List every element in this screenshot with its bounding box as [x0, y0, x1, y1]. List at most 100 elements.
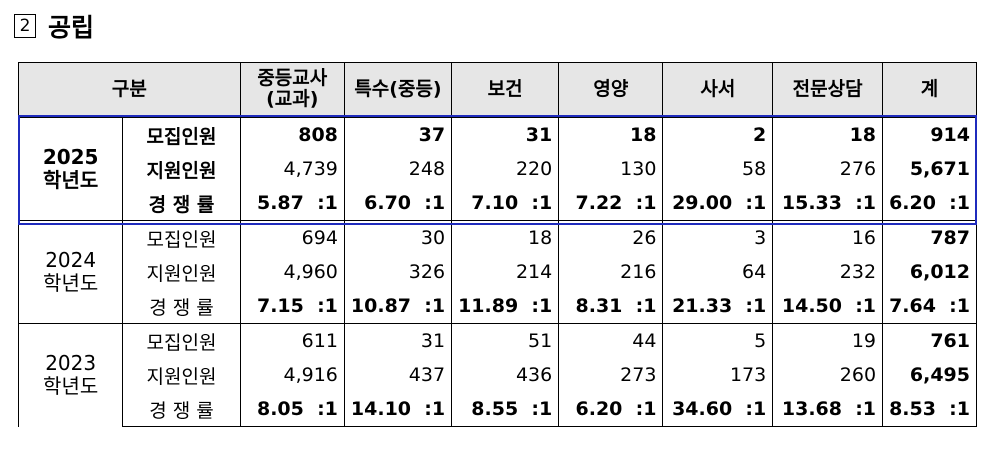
cell: 31: [451, 116, 560, 152]
cell: 37: [343, 116, 453, 152]
cell: 232: [772, 255, 884, 289]
cell: 3: [662, 220, 774, 255]
title-text: 공립: [48, 13, 95, 42]
cell: 13.68 :1: [772, 392, 884, 427]
cell: 26: [558, 220, 664, 255]
cell: 914: [882, 116, 977, 152]
data-row: 지원인원 4,739 248 220 130 58 276 5,671: [19, 152, 977, 186]
cell: 130: [558, 152, 664, 186]
cell: 7.64 :1: [882, 289, 977, 324]
cell: 64: [662, 255, 774, 289]
cell: 29.00 :1: [662, 186, 774, 221]
cell: 4,960: [239, 255, 345, 289]
group-label-line: 2025: [42, 145, 99, 169]
data-row: 지원인원 4,960 326 214 216 64 232 6,012: [19, 255, 977, 289]
group-label-line: 학년도: [43, 271, 99, 295]
cell: 7.10 :1: [451, 186, 560, 221]
cell: 7.15 :1: [239, 289, 345, 324]
cell: 11.89 :1: [451, 289, 560, 324]
data-row: 경 쟁 률 7.15 :1 10.87 :1 11.89 :1 8.31 :1 21.33…: [19, 289, 977, 324]
cell: 5,671: [882, 152, 977, 186]
data-row: 2023 학년도 모집인원 611 31 51 44 5 19 761: [17, 323, 977, 427]
data-row: 경 쟁 률 5.87 :1 6.70 :1 7.10 :1 7.22 :1 29.00 :…: [19, 186, 977, 221]
data-row: 2024 학년도 모집인원 694 30 18 26 3 16 787: [17, 220, 977, 324]
data-row: 지원인원 4,916 437 436 273 173 260 6,495: [19, 358, 977, 392]
row-label: 모집인원: [122, 323, 241, 358]
cell: 51: [451, 323, 560, 358]
cell: 18: [772, 116, 884, 152]
group-label: 2023 학년도: [17, 323, 124, 427]
cell: 6.70 :1: [343, 186, 453, 221]
cell: 31: [343, 323, 453, 358]
cell: 6.20 :1: [882, 186, 977, 221]
cell: 220: [451, 152, 560, 186]
cell: 8.31 :1: [558, 289, 664, 324]
cell: 173: [662, 358, 774, 392]
header-cell: 보건: [451, 62, 560, 118]
cell: 18: [558, 116, 664, 152]
cell: 6,495: [882, 358, 977, 392]
header-cell: 계: [882, 62, 977, 118]
cell: 21.33 :1: [662, 289, 774, 324]
cell: 2: [662, 116, 774, 152]
cell: 8.05 :1: [239, 392, 345, 427]
cell: 58: [662, 152, 774, 186]
cell: 260: [772, 358, 884, 392]
cell: 248: [343, 152, 453, 186]
cell: 611: [239, 323, 345, 358]
cell: 18: [451, 220, 560, 255]
row-label: 경 쟁 률: [122, 392, 241, 427]
group-label-line: 2024: [45, 248, 97, 272]
group-label-line: 학년도: [43, 168, 99, 192]
cell: 15.33 :1: [772, 186, 884, 221]
row-label: 지원인원: [122, 358, 241, 392]
header-cell: 중등교사 (교과): [239, 62, 345, 118]
cell: 7.22 :1: [558, 186, 664, 221]
row-label: 지원인원: [122, 152, 241, 186]
cell: 14.10 :1: [343, 392, 453, 427]
cell: 30: [343, 220, 453, 255]
cell: 8.55 :1: [451, 392, 560, 427]
header-row: 구분 중등교사 (교과) 특수(중등) 보건 영양 사서 전문상담 계: [18, 62, 977, 118]
group-label: 2024 학년도: [17, 220, 124, 324]
data-row: 경 쟁 률 8.05 :1 14.10 :1 8.55 :1 6.20 :1 34.60 …: [19, 392, 977, 427]
cell: 14.50 :1: [772, 289, 884, 324]
cell: 44: [558, 323, 664, 358]
group-label-line: 2023: [45, 351, 97, 376]
title-number: 2: [14, 14, 36, 38]
row-label: 모집인원: [122, 116, 241, 152]
row-label: 모집인원: [122, 220, 241, 255]
title: 2 공립: [14, 8, 94, 44]
cell: 19: [772, 323, 884, 358]
cell: 6,012: [882, 255, 977, 289]
cell: 436: [451, 358, 560, 392]
header-cell: 구분: [18, 62, 241, 118]
cell: 4,916: [239, 358, 345, 392]
cell: 10.87 :1: [343, 289, 453, 324]
header-cell: 특수(중등): [343, 62, 453, 118]
cell: 5.87 :1: [239, 186, 345, 221]
header-cell: 전문상담: [772, 62, 884, 118]
cell: 276: [772, 152, 884, 186]
cell: 5: [662, 323, 774, 358]
header-cell: 사서: [662, 62, 774, 118]
cell: 34.60 :1: [662, 392, 774, 427]
cell: 4,739: [239, 152, 345, 186]
cell: 694: [239, 220, 345, 255]
cell: 326: [343, 255, 453, 289]
cell: 6.20 :1: [558, 392, 664, 427]
row-label: 지원인원: [122, 255, 241, 289]
data-row: 2025 학년도 모집인원 808 37 31 18 2 18 914: [17, 116, 977, 221]
group-label-line: 학년도: [43, 374, 99, 399]
cell: 8.53 :1: [882, 392, 977, 427]
header-cell: 영양: [558, 62, 664, 118]
cell: 808: [239, 116, 345, 152]
table: 구분 중등교사 (교과) 특수(중등) 보건 영양 사서 전문상담 계 2025 학년도 모집인원 8…: [17, 62, 977, 427]
row-label: 경 쟁 률: [122, 289, 241, 324]
cell: 787: [882, 220, 977, 255]
cell: 761: [882, 323, 977, 358]
group-label: 2025 학년도: [17, 116, 124, 221]
cell: 16: [772, 220, 884, 255]
cell: 216: [558, 255, 664, 289]
